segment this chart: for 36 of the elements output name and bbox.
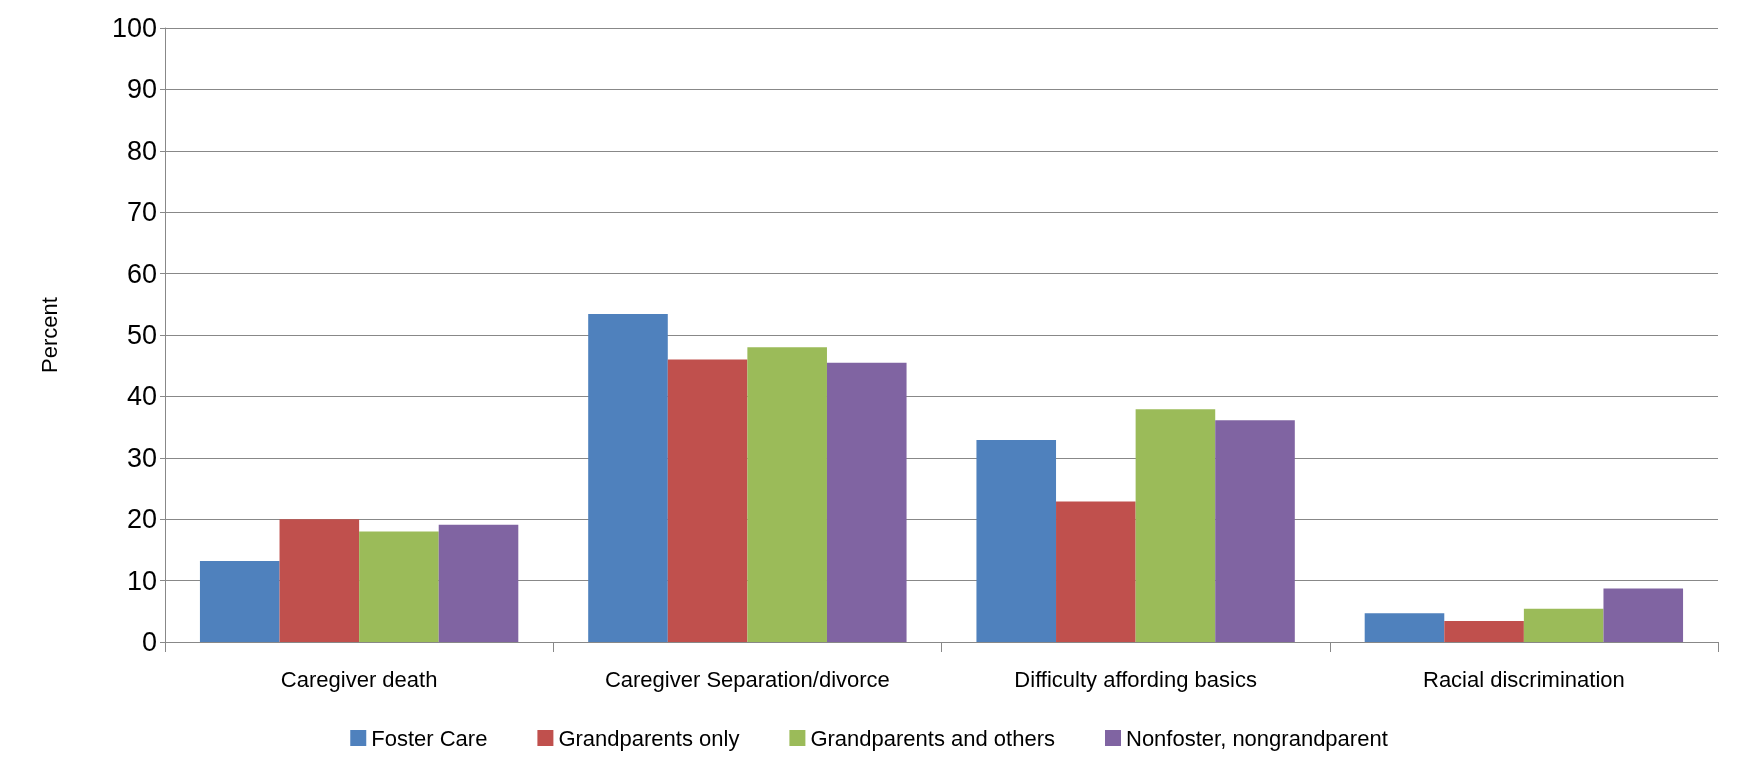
x-tick-label: Racial discrimination [1423,666,1625,692]
y-tick-label: 100 [111,13,157,43]
y-tick-label: 40 [126,381,157,412]
bar [359,531,439,642]
x-tick-label: Caregiver death [280,666,438,692]
y-tick-label: 90 [126,74,157,105]
bar [1135,409,1216,642]
bar [1364,613,1445,642]
y-tick-label: 0 [141,627,157,657]
legend-label: Grandparents and others [810,725,1056,751]
y-tick-label: 80 [126,135,157,166]
y-tick-label: 60 [126,258,157,289]
bar [1444,621,1524,642]
bar [279,519,360,642]
bar [588,314,668,642]
y-tick-label: 50 [126,320,157,350]
y-axis-title: Percent [36,297,62,373]
bar [1603,588,1684,642]
y-tick-label: 20 [126,504,157,535]
y-tick-label: 30 [126,442,157,473]
legend-label: Foster Care [371,725,488,751]
y-tick-label: 70 [126,197,157,228]
bar [747,347,827,642]
bar [1056,501,1136,642]
bar [976,439,1057,642]
y-tick-label: 10 [126,565,157,596]
bar [438,524,519,642]
legend-label: Nonfoster, nongrandparent [1126,725,1388,751]
bar [1215,420,1295,642]
x-tick-label: Difficulty affording basics [1014,666,1257,692]
legend-label: Grandparents only [558,725,740,751]
bar [826,362,907,642]
bar [1523,608,1604,642]
bar [667,359,748,642]
bar [199,560,280,642]
x-tick-label: Caregiver Separation/divorce [604,666,890,692]
